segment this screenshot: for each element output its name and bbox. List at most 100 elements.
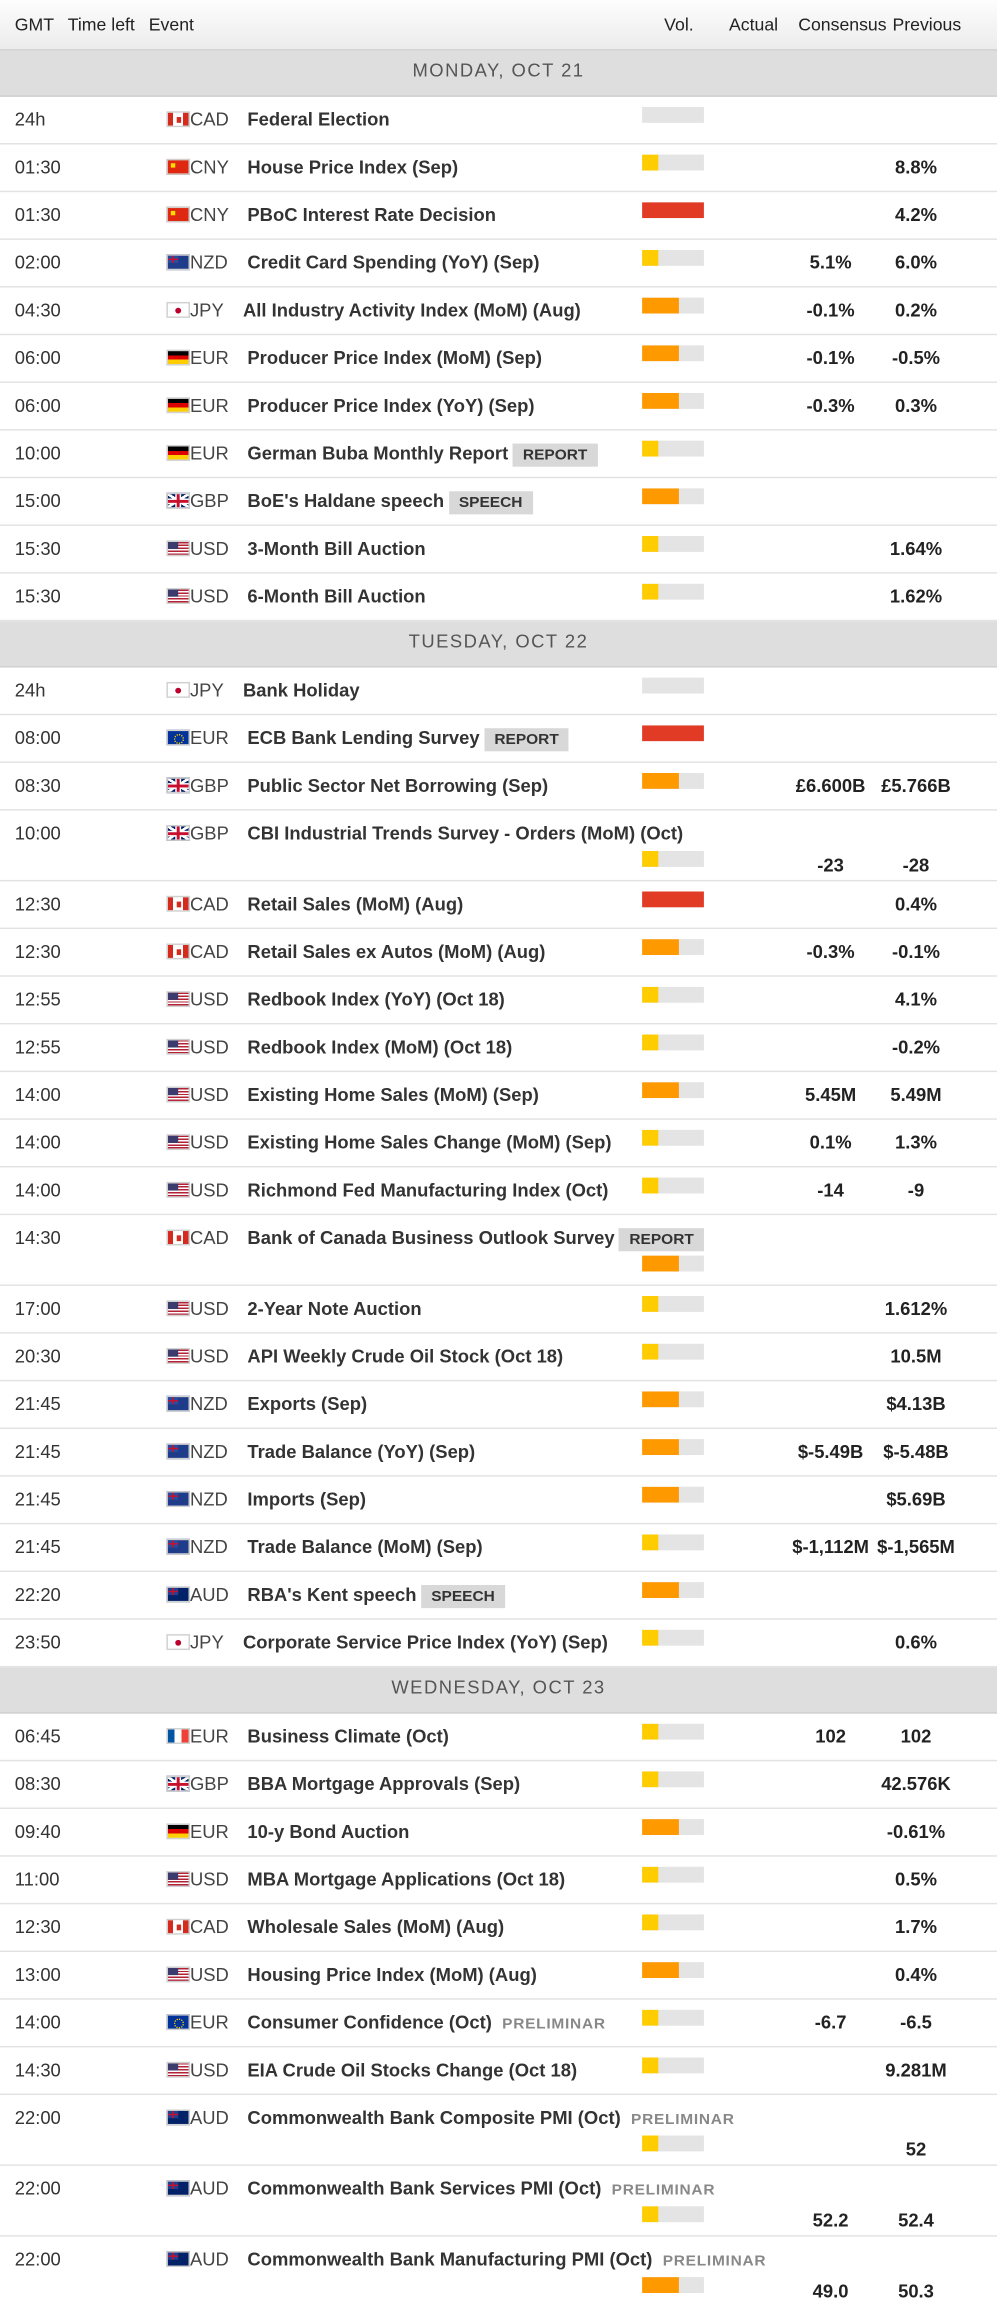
event-row[interactable]: 12:30 CAD Retail Sales (MoM) (Aug) 0.4% [0, 881, 997, 930]
event-row[interactable]: 12:30 CAD Wholesale Sales (MoM) (Aug) 1.7% [0, 1904, 997, 1953]
event-title[interactable]: Federal Election [247, 109, 390, 131]
event-row[interactable]: 08:30 GBP Public Sector Net Borrowing (Sep… [0, 763, 997, 811]
event-name[interactable]: PBoC Interest Rate Decision [247, 205, 496, 225]
event-name[interactable]: ECB Bank Lending Survey REPORT [247, 728, 570, 752]
header-gmt[interactable]: GMT [14, 14, 55, 35]
event-title[interactable]: EIA Crude Oil Stocks Change (Oct 18) [247, 2060, 578, 2081]
event-row[interactable]: 21:45 NZD Imports (Sep) $5.69B [0, 1477, 997, 1525]
event-title[interactable]: 10-y Bond Auction [247, 1821, 410, 1843]
event-title[interactable]: Trade Balance (MoM) (Sep) [247, 1537, 483, 1558]
event-title[interactable]: Wholesale Sales (MoM) (Aug) [247, 1917, 505, 1938]
event-name[interactable]: 6-Month Bill Auction [247, 587, 425, 607]
event-name[interactable]: Trade Balance (YoY) (Sep) [247, 1442, 475, 1462]
event-name[interactable]: BBA Mortgage Approvals (Sep) [247, 1774, 520, 1794]
event-name[interactable]: Existing Home Sales (MoM) (Sep) [247, 1085, 539, 1105]
event-row[interactable]: 15:30 USD 3-Month Bill Auction 1.64% [0, 526, 997, 574]
event-row[interactable]: 10:00 GBP CBI Industrial Trends Survey - O… [0, 811, 997, 882]
event-row[interactable]: 14:00 EUR Consumer Confidence (Oct) PRELIMI… [0, 2000, 997, 2048]
event-title[interactable]: PBoC Interest Rate Decision [247, 205, 496, 226]
event-name[interactable]: Public Sector Net Borrowing (Sep) [247, 776, 548, 796]
event-title[interactable]: Producer Price Index (YoY) (Sep) [247, 395, 535, 417]
event-row[interactable]: 11:00 USD MBA Mortgage Applications (Oct 1… [0, 1857, 997, 1905]
event-name[interactable]: Imports (Sep) [247, 1490, 366, 1510]
event-row[interactable]: 12:55 USD Redbook Index (MoM) (Oct 18) -0.2… [0, 1024, 997, 1073]
event-row[interactable]: 06:00 EUR Producer Price Index (MoM) (Sep)… [0, 335, 997, 383]
event-row[interactable]: 09:40 EUR 10-y Bond Auction -0.61% [0, 1809, 997, 1857]
event-title[interactable]: Business Climate (Oct) [247, 1726, 449, 1747]
event-title[interactable]: Bank of Canada Business Outlook Survey [247, 1228, 615, 1249]
event-name[interactable]: Consumer Confidence (Oct) PRELIMINAR [247, 2013, 605, 2033]
event-name[interactable]: EIA Crude Oil Stocks Change (Oct 18) [247, 2060, 577, 2080]
event-row[interactable]: 06:45 EUR Business Climate (Oct) 102 102 [0, 1714, 997, 1762]
event-row[interactable]: 12:30 CAD Retail Sales ex Autos (MoM) (Aug… [0, 929, 997, 977]
event-title[interactable]: Public Sector Net Borrowing (Sep) [247, 775, 549, 797]
event-title[interactable]: API Weekly Crude Oil Stock (Oct 18) [247, 1346, 564, 1367]
event-row[interactable]: 21:45 NZD Trade Balance (MoM) (Sep) $-1,112… [0, 1524, 997, 1573]
event-title[interactable]: Housing Price Index (MoM) (Aug) [247, 1965, 537, 1986]
event-name[interactable]: Retail Sales ex Autos (MoM) (Aug) [247, 942, 545, 962]
event-title[interactable]: Imports (Sep) [247, 1489, 367, 1510]
event-name[interactable]: Credit Card Spending (YoY) (Sep) [247, 253, 539, 273]
event-row[interactable]: 01:30 CNY House Price Index (Sep) 8.8% [0, 144, 997, 193]
event-name[interactable]: Exports (Sep) [247, 1394, 367, 1414]
event-name[interactable]: Richmond Fed Manufacturing Index (Oct) [247, 1180, 608, 1200]
event-title[interactable]: Consumer Confidence (Oct) [247, 2012, 492, 2033]
event-title[interactable]: Corporate Service Price Index (YoY) (Sep… [242, 1632, 608, 1653]
event-row[interactable]: 10:00 EUR German Buba Monthly Report REPORT [0, 431, 997, 479]
event-name[interactable]: 2-Year Note Auction [247, 1299, 421, 1319]
event-name[interactable]: Retail Sales (MoM) (Aug) [247, 894, 463, 914]
event-title[interactable]: Redbook Index (YoY) (Oct 18) [247, 989, 505, 1010]
event-name[interactable]: Corporate Service Price Index (YoY) (Sep… [243, 1633, 608, 1653]
event-name[interactable]: House Price Index (Sep) [247, 157, 458, 177]
event-name[interactable]: Commonwealth Bank Services PMI (Oct) PREL… [247, 2179, 715, 2199]
header-actual[interactable]: Actual [728, 14, 779, 35]
event-row[interactable]: 08:30 GBP BBA Mortgage Approvals (Sep) 42.5… [0, 1761, 997, 1809]
event-title[interactable]: Bank Holiday [242, 680, 360, 701]
event-row[interactable]: 24h JPY Bank Holiday [0, 668, 997, 716]
event-title[interactable]: House Price Index (Sep) [247, 157, 459, 178]
event-name[interactable]: 10-y Bond Auction [247, 1822, 409, 1842]
event-title[interactable]: ECB Bank Lending Survey [247, 728, 480, 749]
event-title[interactable]: 6-Month Bill Auction [247, 586, 426, 607]
event-row[interactable]: 22:20 AUD RBA's Kent speech SPEECH [0, 1572, 997, 1620]
event-title[interactable]: Producer Price Index (MoM) (Sep) [247, 348, 542, 369]
event-title[interactable]: Existing Home Sales Change (MoM) (Sep) [247, 1132, 612, 1153]
event-name[interactable]: Redbook Index (MoM) (Oct 18) [247, 1037, 512, 1057]
event-name[interactable]: Commonwealth Bank Composite PMI (Oct) PRE… [247, 2108, 734, 2128]
event-name[interactable]: 3-Month Bill Auction [247, 539, 425, 559]
event-title[interactable]: Trade Balance (YoY) (Sep) [247, 1441, 476, 1463]
event-name[interactable]: CBI Industrial Trends Survey - Orders (M… [247, 824, 683, 844]
event-name[interactable]: BoE's Haldane speech SPEECH [247, 491, 533, 515]
header-time-left[interactable]: Time left [67, 14, 135, 35]
event-title[interactable]: Credit Card Spending (YoY) (Sep) [247, 252, 540, 274]
event-name[interactable]: Producer Price Index (YoY) (Sep) [247, 396, 534, 416]
event-title[interactable]: Commonwealth Bank Services PMI (Oct) [247, 2178, 602, 2200]
event-title[interactable]: BBA Mortgage Approvals (Sep) [247, 1774, 521, 1795]
event-row[interactable]: 14:30 CAD Bank of Canada Business Outlook … [0, 1215, 997, 1286]
header-vol[interactable]: Vol. [664, 14, 694, 35]
event-name[interactable]: Wholesale Sales (MoM) (Aug) [247, 1917, 504, 1937]
event-row[interactable]: 02:00 NZD Credit Card Spending (YoY) (Sep)… [0, 240, 997, 288]
event-title[interactable]: Retail Sales (MoM) (Aug) [247, 894, 464, 915]
event-name[interactable]: Producer Price Index (MoM) (Sep) [247, 348, 542, 368]
event-name[interactable]: Federal Election [247, 110, 389, 130]
event-row[interactable]: 22:00 AUD Commonwealth Bank Services PMI (… [0, 2166, 997, 2237]
event-title[interactable]: Existing Home Sales (MoM) (Sep) [247, 1085, 539, 1106]
event-title[interactable]: CBI Industrial Trends Survey - Orders (M… [247, 823, 684, 844]
event-row[interactable]: 14:00 USD Existing Home Sales Change (MoM)… [0, 1120, 997, 1168]
event-row[interactable]: 15:00 GBP BoE's Haldane speech SPEECH [0, 478, 997, 526]
event-title[interactable]: MBA Mortgage Applications (Oct 18) [247, 1869, 566, 1890]
event-name[interactable]: Existing Home Sales Change (MoM) (Sep) [247, 1133, 611, 1153]
event-name[interactable]: Redbook Index (YoY) (Oct 18) [247, 990, 504, 1010]
event-row[interactable]: 14:30 USD EIA Crude Oil Stocks Change (Oct… [0, 2047, 997, 2096]
event-row[interactable]: 17:00 USD 2-Year Note Auction 1.612% [0, 1286, 997, 1334]
event-title[interactable]: All Industry Activity Index (MoM) (Aug) [242, 300, 581, 321]
event-title[interactable]: RBA's Kent speech [247, 1585, 417, 1606]
event-row[interactable]: 06:00 EUR Producer Price Index (YoY) (Sep)… [0, 383, 997, 431]
event-row[interactable]: 15:30 USD 6-Month Bill Auction 1.62% [0, 574, 997, 622]
event-name[interactable]: Business Climate (Oct) [247, 1727, 449, 1747]
event-row[interactable]: 23:50 JPY Corporate Service Price Index (Y… [0, 1620, 997, 1668]
event-row[interactable]: 24h CAD Federal Election [0, 97, 997, 145]
event-name[interactable]: All Industry Activity Index (MoM) (Aug) [243, 301, 581, 321]
event-row[interactable]: 04:30 JPY All Industry Activity Index (MoM… [0, 288, 997, 336]
